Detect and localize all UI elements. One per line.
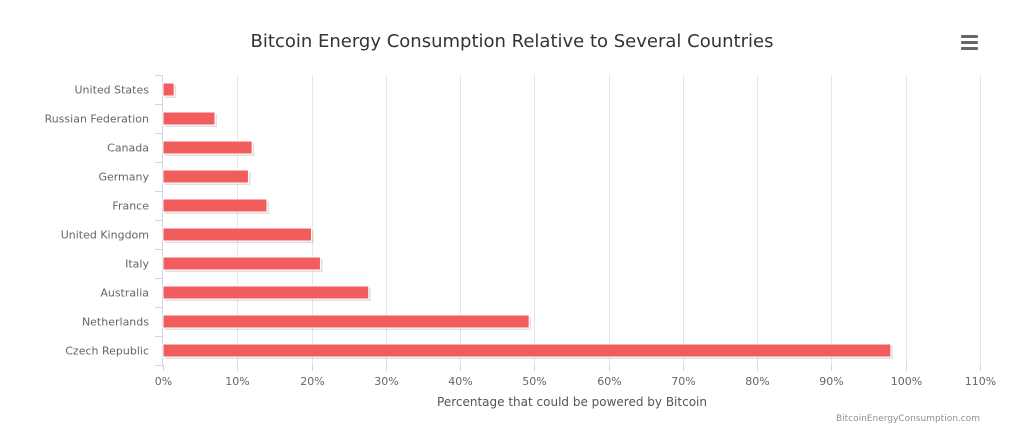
- bar[interactable]: [162, 227, 313, 242]
- y-tick-label: Italy: [125, 258, 149, 271]
- menu-line: [960, 41, 978, 44]
- y-axis: United States Russian Federation Canada Ger…: [45, 75, 163, 366]
- y-tick-label: Russian Federation: [45, 113, 149, 126]
- gridlines: [237, 75, 981, 365]
- y-tick-label: Germany: [98, 171, 149, 184]
- bars: [162, 82, 893, 359]
- credit-link[interactable]: BitcoinEnergyConsumption.com: [836, 414, 980, 424]
- hamburger-menu-icon[interactable]: [956, 32, 982, 54]
- x-tick-label: 90%: [819, 375, 843, 388]
- bar[interactable]: [162, 314, 530, 329]
- x-tick-label: 40%: [448, 375, 472, 388]
- x-tick-label: 30%: [374, 375, 398, 388]
- menu-line: [960, 35, 978, 38]
- y-tick-label: United Kingdom: [61, 229, 149, 242]
- x-tick-label: 10%: [225, 375, 249, 388]
- bar[interactable]: [162, 140, 253, 155]
- y-tick-label: Canada: [107, 142, 149, 155]
- bar[interactable]: [162, 82, 175, 97]
- x-axis-ticks: 0% 10% 20% 30% 40% 50% 60% 70% 80% 90% 100% 110%: [155, 365, 996, 388]
- bar[interactable]: [162, 285, 370, 300]
- bar[interactable]: [162, 198, 268, 213]
- y-tick-label: Netherlands: [82, 316, 149, 329]
- x-tick-label: 60%: [597, 375, 621, 388]
- y-tick-label: Australia: [100, 287, 149, 300]
- x-tick-label: 80%: [745, 375, 769, 388]
- x-axis-label: Percentage that could be powered by Bitc…: [437, 395, 707, 409]
- menu-line: [960, 47, 978, 50]
- x-tick-label: 50%: [522, 375, 546, 388]
- x-tick-label: 70%: [671, 375, 695, 388]
- y-tick-label: France: [112, 200, 149, 213]
- bar[interactable]: [162, 343, 892, 358]
- bar[interactable]: [162, 256, 321, 271]
- x-tick-label: 100%: [891, 375, 922, 388]
- x-tick-label: 110%: [965, 375, 996, 388]
- bar[interactable]: [162, 111, 216, 126]
- y-tick-label: United States: [75, 84, 150, 97]
- y-tick-label: Czech Republic: [65, 345, 149, 358]
- bar[interactable]: [162, 169, 249, 184]
- x-tick-label: 0%: [155, 375, 172, 388]
- x-tick-label: 20%: [300, 375, 324, 388]
- chart-title: Bitcoin Energy Consumption Relative to S…: [251, 31, 774, 52]
